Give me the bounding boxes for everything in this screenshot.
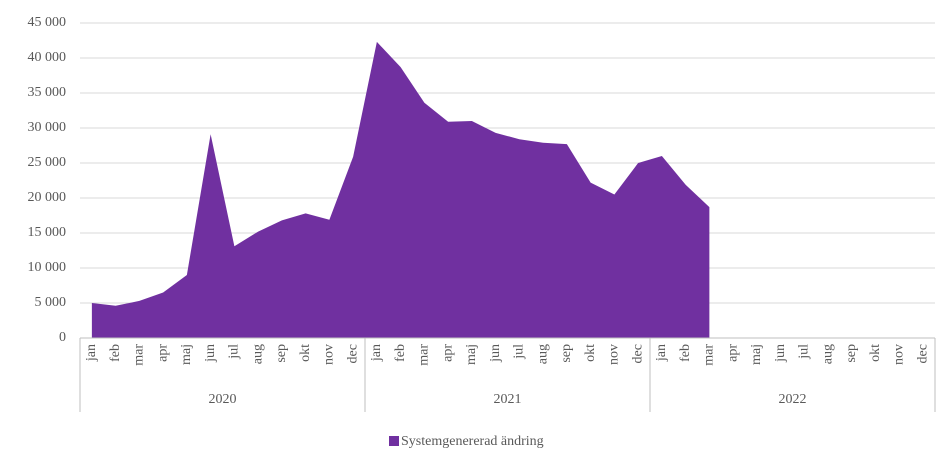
x-tick-label: aug [820,344,835,364]
x-tick-label: feb [393,344,408,362]
y-tick-label: 0 [59,330,66,345]
x-tick-label: nov [607,344,622,365]
x-tick-label: apr [155,344,170,362]
x-tick-label: jul [512,344,527,360]
x-tick-label: nov [322,344,337,365]
x-tick-label: jan [369,344,384,362]
x-tick-label: jan [84,344,99,362]
x-tick-label: maj [464,344,479,365]
legend-label: Systemgenererad ändring [401,434,544,449]
x-tick-label: sep [274,344,289,363]
legend-swatch [389,436,399,446]
x-tick-label: dec [915,344,930,363]
x-tick-label: apr [440,344,455,362]
x-tick-label: aug [535,344,550,364]
x-tick-label: okt [583,344,598,362]
x-tick-label: feb [108,344,123,362]
x-tick-label: jul [797,344,812,360]
group-label: 2021 [494,392,522,407]
x-tick-label: apr [725,344,740,362]
x-tick-label: maj [179,344,194,365]
x-tick-label: mar [417,344,432,366]
x-tick-label: jun [488,344,503,363]
y-tick-label: 15 000 [28,225,67,240]
x-tick-label: dec [345,344,360,363]
x-tick-label: nov [892,344,907,365]
x-tick-label: sep [844,344,859,363]
y-tick-label: 5 000 [35,295,67,310]
y-tick-label: 35 000 [28,85,67,100]
x-tick-label: sep [559,344,574,363]
y-tick-label: 30 000 [28,120,67,135]
y-tick-label: 25 000 [28,155,67,170]
x-tick-label: okt [298,344,313,362]
y-tick-label: 10 000 [28,260,67,275]
x-tick-label: maj [749,344,764,365]
x-tick-label: mar [132,344,147,366]
group-label: 2022 [779,392,807,407]
x-tick-label: okt [868,344,883,362]
y-tick-label: 40 000 [28,50,67,65]
x-tick-label: mar [702,344,717,366]
group-label: 2020 [209,392,237,407]
x-tick-label: jan [654,344,669,362]
x-tick-label: jun [203,344,218,363]
x-tick-label: jul [227,344,242,360]
x-tick-label: aug [250,344,265,364]
area [91,41,710,339]
x-tick-label: dec [630,344,645,363]
y-tick-label: 20 000 [28,190,67,205]
x-tick-label: feb [678,344,693,362]
x-tick-label: jun [773,344,788,363]
y-tick-label: 45 000 [28,15,67,30]
